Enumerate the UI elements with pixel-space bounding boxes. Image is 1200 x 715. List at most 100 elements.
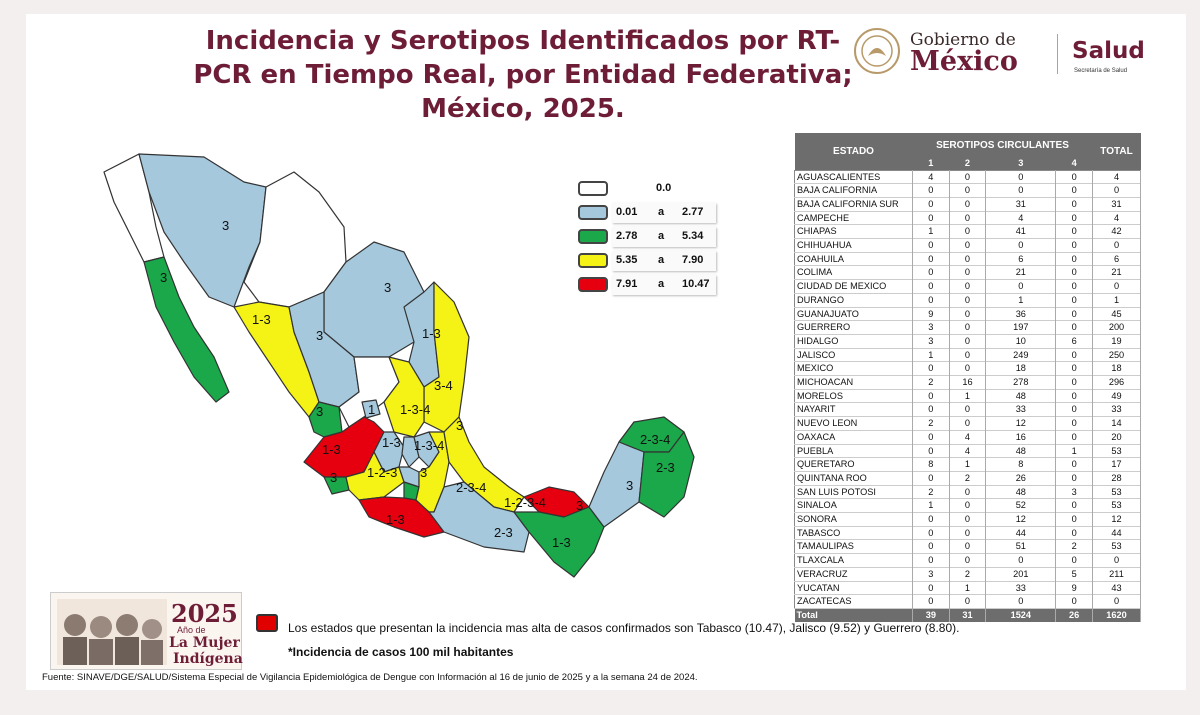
table-row: QUINTANA ROO 0 2 26 0 28 [794,471,1141,486]
serotipo-cell: 0 [1055,526,1093,540]
map-label: 3 [456,418,463,433]
serotipo-cell: 0 [1055,252,1093,266]
table-row: CAMPECHE 0 0 4 0 4 [794,211,1141,225]
header-estado: ESTADO [794,133,913,170]
state-name-cell: NAYARIT [794,402,913,417]
map-label: 1 [368,402,375,417]
total-cell: 1620 [1092,608,1141,622]
serotipo-cell: 1 [949,581,987,595]
serotipo-cell: 0 [949,224,987,239]
total-cell: 49 [1092,389,1141,403]
serotipo-cell: 41 [985,224,1057,239]
serotipo-cell: 0 [1055,512,1093,527]
serotipo-cell: 44 [985,526,1057,540]
serotipo-cell: 4 [985,211,1057,225]
table-row: COAHUILA 0 0 6 0 6 [794,252,1141,266]
legend-max: 2.77 [682,206,704,218]
total-cell: 53 [1092,444,1141,458]
serotipo-cell: 18 [985,361,1057,376]
serotipo-cell: 0 [949,416,987,431]
legend-box [612,203,716,223]
total-cell: 200 [1092,320,1141,335]
serotipo-cell: 0 [949,238,987,253]
legend-row: 0.0 [578,178,718,200]
serotipo-cell: 0 [949,553,987,568]
map-label: 1-3-4 [414,438,444,453]
serotipo-cell: 0 [1055,389,1093,403]
serotipo-cell: 0 [912,402,950,417]
badge-subtitle: Año de [177,625,206,635]
logo-secretaria-text: Secretaría de Salud [1074,68,1128,74]
serotipo-cell: 0 [985,183,1057,198]
map-label: 2-3 [494,525,513,540]
total-cell: 18 [1092,361,1141,376]
map-label: 1-3 [552,535,571,550]
map-label: 1-3 [386,512,405,527]
state-name-cell: CHIAPAS [794,224,913,239]
table-row: SAN LUIS POTOSI 2 0 48 3 53 [794,485,1141,499]
serotipo-cell: 0 [1055,238,1093,253]
total-cell: 45 [1092,307,1141,321]
total-cell: 0 [1092,183,1141,198]
legend-min: 0.01 [616,206,638,218]
serotipo-cell: 249 [985,348,1057,362]
serotipo-cell: 0 [1055,211,1093,225]
serotipo-cell: 0 [1055,471,1093,486]
table-row: HIDALGO 3 0 10 6 19 [794,334,1141,349]
state-chiapas [513,506,605,578]
serotipo-cell: 16 [985,430,1057,445]
serotipo-cell: 6 [1055,334,1093,349]
legend-max: 5.34 [682,230,704,242]
serotipo-cell: 0 [1055,498,1093,513]
legend-row: 0.01 a 2.77 [578,202,718,224]
logo-salud-text: Salud [1072,38,1145,64]
state-name-cell: BAJA CALIFORNIA [794,183,913,198]
serotipo-cell: 4 [949,430,987,445]
state-name-cell: COAHUILA [794,252,913,266]
map-label: 1-3 [382,435,401,450]
serotipo-cell: 0 [949,526,987,540]
serotipo-cell: 33 [985,402,1057,417]
legend-max: 0.0 [656,182,672,194]
highest-incidence-note: Los estados que presentan la incidencia … [288,621,960,635]
legend-row: 7.91 a 10.47 [578,274,718,296]
legend-swatch [578,253,608,268]
state-sonora [138,153,267,308]
serotipo-cell: 4 [912,170,950,184]
serotipo-cell: 2 [912,485,950,499]
total-cell: 28 [1092,471,1141,486]
map-label: 1-3 [252,312,271,327]
legend-max: 7.90 [682,254,704,266]
serotipo-cell: 51 [985,539,1057,554]
badge-year: 2025 [171,599,238,628]
serotipo-cell: 0 [949,361,987,376]
total-cell: 26 [1055,608,1093,622]
legend-swatch [578,277,608,292]
source-text: Fuente: SINAVE/DGE/SALUD/Sistema Especia… [42,672,698,683]
serotipo-cell: 0 [912,581,950,595]
table-row: PUEBLA 0 4 48 1 53 [794,444,1141,458]
serotipo-cell: 0 [912,430,950,445]
table-row: TAMAULIPAS 0 0 51 2 53 [794,539,1141,554]
serotipo-cell: 2 [1055,539,1093,554]
map-label: 1-3-4 [400,402,430,417]
serotipo-cell: 48 [985,444,1057,458]
legend-a: a [658,278,665,290]
state-name-cell: COLIMA [794,265,913,280]
serotipo-cell: 0 [949,485,987,499]
total-cell: 6 [1092,252,1141,266]
serotipo-cell: 0 [949,170,987,184]
serotipo-cell: 0 [1055,279,1093,294]
serotipo-cell: 0 [912,211,950,225]
serotipo-cell: 0 [985,553,1057,568]
serotipo-cell: 201 [985,567,1057,582]
legend-box [612,227,716,247]
table-row: NAYARIT 0 0 33 0 33 [794,402,1141,417]
table-row: MEXICO 0 0 18 0 18 [794,361,1141,376]
mexico-map-svg: 3 3 1-3 3 3 1-3 3-4 1-3-4 3 1 1-3 1-3 1-… [103,153,695,578]
serotipo-cell: 8 [912,457,950,472]
serotipo-cell: 16 [949,375,987,390]
total-cell: 53 [1092,539,1141,554]
table-row: MORELOS 0 1 48 0 49 [794,389,1141,403]
state-name-cell: YUCATAN [794,581,913,595]
